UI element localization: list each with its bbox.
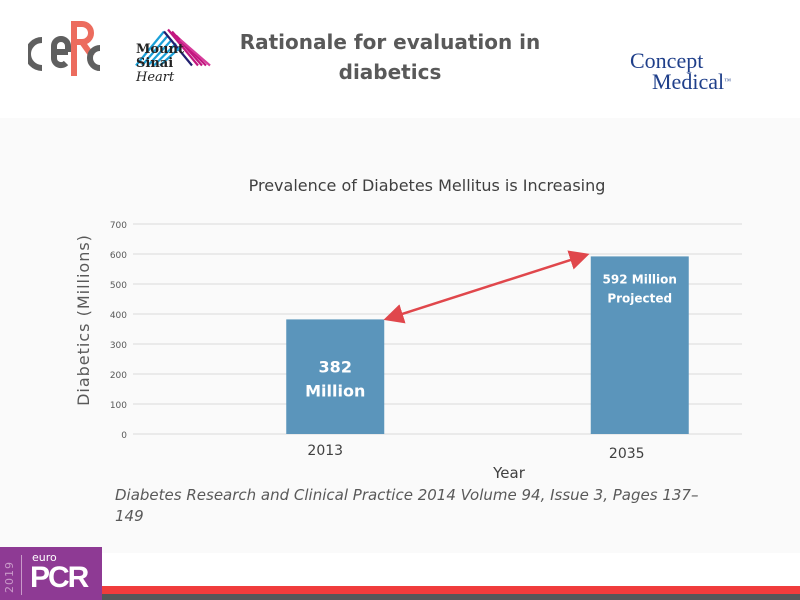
europcr-logo: 2019 euro PCR — [0, 547, 102, 600]
mount-sinai-logo-mark — [135, 28, 211, 67]
y-tick-label: 100 — [110, 401, 127, 411]
y-tick-label: 600 — [110, 251, 127, 261]
concept-medical-line2: Medical — [652, 69, 725, 94]
europcr-pcr: PCR — [30, 561, 89, 594]
europcr-euro: euro — [32, 551, 57, 564]
y-tick-label: 200 — [110, 371, 127, 381]
y-tick-label: 700 — [110, 221, 127, 231]
data-label-2013: 382 — [319, 358, 352, 377]
y-tick-label: 400 — [110, 311, 127, 321]
mount-sinai-logo-text: Mount Sinai Heart — [136, 43, 184, 85]
x-tick-label: 2013 — [307, 443, 343, 459]
footer-red-stripe — [102, 586, 800, 594]
x-tick-label: 2035 — [609, 446, 645, 462]
trademark-mark: ™ — [724, 77, 731, 85]
concept-medical-logo: Concept Medical™ — [630, 48, 731, 94]
chart-title: Prevalence of Diabetes Mellitus is Incre… — [249, 176, 606, 195]
mount-sinai-line2: Sinai — [136, 56, 174, 71]
data-label-2035: 592 Million — [603, 272, 677, 286]
slide-title: Rationale for evaluation in diabetics — [239, 30, 541, 84]
bar-2035 — [590, 256, 689, 434]
concept-medical-line1: Concept — [630, 48, 704, 73]
y-axis-label: Diabetics (Millions) — [74, 234, 93, 406]
data-label-2035: Projected — [607, 291, 672, 305]
growth-arrow — [383, 250, 590, 324]
footer-grey-stripe — [102, 594, 800, 600]
x-axis-label: Year — [492, 464, 526, 482]
y-tick-label: 500 — [110, 281, 127, 291]
europcr-separator — [21, 555, 22, 595]
mount-sinai-line1: Mount — [136, 42, 184, 57]
diabetes-prevalence-chart: Prevalence of Diabetes Mellitus is Incre… — [74, 176, 742, 482]
slide-header — [0, 0, 800, 118]
y-tick-label: 300 — [110, 341, 127, 351]
mount-sinai-line3: Heart — [136, 70, 175, 85]
europcr-year: 2019 — [3, 561, 16, 593]
y-tick-label: 0 — [121, 431, 127, 441]
data-label-2013: Million — [305, 382, 365, 401]
cerc-logo — [28, 21, 101, 76]
bar-2013 — [286, 319, 385, 434]
citation: Diabetes Research and Clinical Practice … — [115, 486, 699, 525]
